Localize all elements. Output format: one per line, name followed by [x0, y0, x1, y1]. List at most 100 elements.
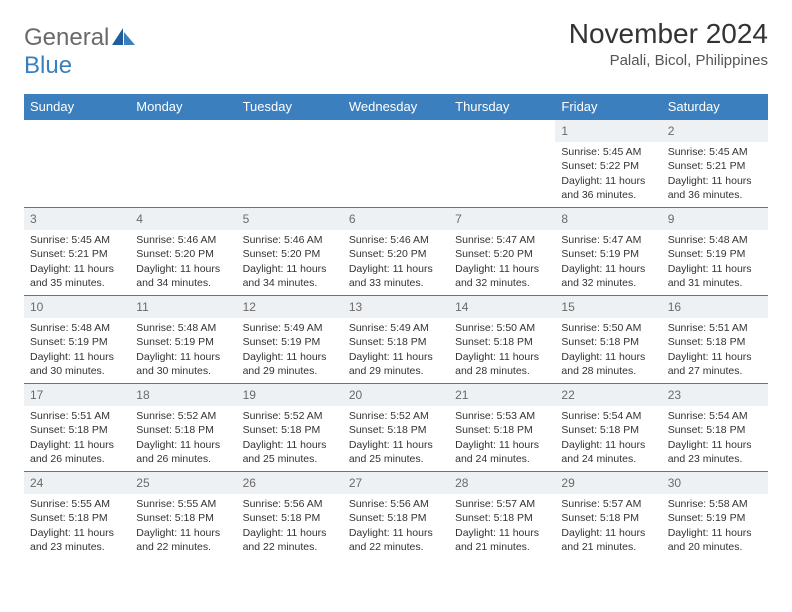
calendar-table: Sunday Monday Tuesday Wednesday Thursday…: [24, 94, 768, 560]
logo-text-general: General: [24, 24, 109, 51]
day-number: 20: [343, 384, 449, 406]
sunset-text: Sunset: 5:19 PM: [668, 247, 762, 261]
weekday-header: Thursday: [449, 94, 555, 120]
sunset-text: Sunset: 5:19 PM: [243, 335, 337, 349]
day-info: Sunrise: 5:57 AMSunset: 5:18 PMDaylight:…: [555, 494, 661, 557]
day-number: 28: [449, 472, 555, 494]
sunset-text: Sunset: 5:18 PM: [668, 335, 762, 349]
day-number: 2: [662, 120, 768, 142]
sunset-text: Sunset: 5:18 PM: [561, 335, 655, 349]
weekday-header: Friday: [555, 94, 661, 120]
sunrise-text: Sunrise: 5:52 AM: [349, 409, 443, 423]
day-number: 23: [662, 384, 768, 406]
sunrise-text: Sunrise: 5:45 AM: [561, 145, 655, 159]
day-info: Sunrise: 5:52 AMSunset: 5:18 PMDaylight:…: [343, 406, 449, 469]
sunset-text: Sunset: 5:18 PM: [136, 511, 230, 525]
sunset-text: Sunset: 5:18 PM: [349, 335, 443, 349]
daylight-text: Daylight: 11 hours and 27 minutes.: [668, 350, 762, 378]
sunset-text: Sunset: 5:18 PM: [243, 423, 337, 437]
day-info: Sunrise: 5:55 AMSunset: 5:18 PMDaylight:…: [130, 494, 236, 557]
day-info: Sunrise: 5:48 AMSunset: 5:19 PMDaylight:…: [24, 318, 130, 381]
sunset-text: Sunset: 5:18 PM: [455, 423, 549, 437]
sunrise-text: Sunrise: 5:46 AM: [349, 233, 443, 247]
sunrise-text: Sunrise: 5:54 AM: [668, 409, 762, 423]
sunset-text: Sunset: 5:18 PM: [349, 511, 443, 525]
day-info: Sunrise: 5:58 AMSunset: 5:19 PMDaylight:…: [662, 494, 768, 557]
logo: General Blue: [24, 24, 136, 80]
daylight-text: Daylight: 11 hours and 32 minutes.: [455, 262, 549, 290]
calendar-cell: 4Sunrise: 5:46 AMSunset: 5:20 PMDaylight…: [130, 208, 236, 296]
calendar-cell: 24Sunrise: 5:55 AMSunset: 5:18 PMDayligh…: [24, 472, 130, 560]
calendar-cell: 27Sunrise: 5:56 AMSunset: 5:18 PMDayligh…: [343, 472, 449, 560]
sunset-text: Sunset: 5:20 PM: [136, 247, 230, 261]
sunset-text: Sunset: 5:18 PM: [243, 511, 337, 525]
daylight-text: Daylight: 11 hours and 23 minutes.: [668, 438, 762, 466]
calendar-cell: 22Sunrise: 5:54 AMSunset: 5:18 PMDayligh…: [555, 384, 661, 472]
day-info: Sunrise: 5:47 AMSunset: 5:19 PMDaylight:…: [555, 230, 661, 293]
sunset-text: Sunset: 5:18 PM: [561, 511, 655, 525]
day-number: 7: [449, 208, 555, 230]
weekday-header: Tuesday: [237, 94, 343, 120]
calendar-cell: 15Sunrise: 5:50 AMSunset: 5:18 PMDayligh…: [555, 296, 661, 384]
calendar-cell: 18Sunrise: 5:52 AMSunset: 5:18 PMDayligh…: [130, 384, 236, 472]
calendar-cell: 10Sunrise: 5:48 AMSunset: 5:19 PMDayligh…: [24, 296, 130, 384]
calendar-cell: 29Sunrise: 5:57 AMSunset: 5:18 PMDayligh…: [555, 472, 661, 560]
daylight-text: Daylight: 11 hours and 28 minutes.: [455, 350, 549, 378]
calendar-cell: 25Sunrise: 5:55 AMSunset: 5:18 PMDayligh…: [130, 472, 236, 560]
daylight-text: Daylight: 11 hours and 36 minutes.: [668, 174, 762, 202]
calendar-cell: [237, 120, 343, 208]
day-info: Sunrise: 5:54 AMSunset: 5:18 PMDaylight:…: [555, 406, 661, 469]
daylight-text: Daylight: 11 hours and 25 minutes.: [349, 438, 443, 466]
day-number: 6: [343, 208, 449, 230]
weekday-header: Sunday: [24, 94, 130, 120]
calendar-cell: 2Sunrise: 5:45 AMSunset: 5:21 PMDaylight…: [662, 120, 768, 208]
daylight-text: Daylight: 11 hours and 25 minutes.: [243, 438, 337, 466]
daylight-text: Daylight: 11 hours and 30 minutes.: [136, 350, 230, 378]
sunrise-text: Sunrise: 5:46 AM: [136, 233, 230, 247]
day-info: Sunrise: 5:49 AMSunset: 5:18 PMDaylight:…: [343, 318, 449, 381]
day-number: 9: [662, 208, 768, 230]
weekday-header-row: Sunday Monday Tuesday Wednesday Thursday…: [24, 94, 768, 120]
sunset-text: Sunset: 5:19 PM: [561, 247, 655, 261]
day-info: Sunrise: 5:50 AMSunset: 5:18 PMDaylight:…: [555, 318, 661, 381]
calendar-cell: 23Sunrise: 5:54 AMSunset: 5:18 PMDayligh…: [662, 384, 768, 472]
sunset-text: Sunset: 5:20 PM: [243, 247, 337, 261]
day-number: 19: [237, 384, 343, 406]
sunrise-text: Sunrise: 5:52 AM: [243, 409, 337, 423]
calendar-row: 1Sunrise: 5:45 AMSunset: 5:22 PMDaylight…: [24, 120, 768, 208]
daylight-text: Daylight: 11 hours and 30 minutes.: [30, 350, 124, 378]
daylight-text: Daylight: 11 hours and 36 minutes.: [561, 174, 655, 202]
sunrise-text: Sunrise: 5:54 AM: [561, 409, 655, 423]
weekday-header: Monday: [130, 94, 236, 120]
day-number: 24: [24, 472, 130, 494]
calendar-cell: 7Sunrise: 5:47 AMSunset: 5:20 PMDaylight…: [449, 208, 555, 296]
sunset-text: Sunset: 5:21 PM: [30, 247, 124, 261]
day-info: Sunrise: 5:48 AMSunset: 5:19 PMDaylight:…: [662, 230, 768, 293]
day-number: 1: [555, 120, 661, 142]
daylight-text: Daylight: 11 hours and 28 minutes.: [561, 350, 655, 378]
daylight-text: Daylight: 11 hours and 22 minutes.: [136, 526, 230, 554]
sunset-text: Sunset: 5:18 PM: [30, 423, 124, 437]
daylight-text: Daylight: 11 hours and 21 minutes.: [455, 526, 549, 554]
sunrise-text: Sunrise: 5:56 AM: [243, 497, 337, 511]
day-info: Sunrise: 5:50 AMSunset: 5:18 PMDaylight:…: [449, 318, 555, 381]
sunset-text: Sunset: 5:20 PM: [455, 247, 549, 261]
calendar-cell: 21Sunrise: 5:53 AMSunset: 5:18 PMDayligh…: [449, 384, 555, 472]
sunrise-text: Sunrise: 5:53 AM: [455, 409, 549, 423]
calendar-cell: 28Sunrise: 5:57 AMSunset: 5:18 PMDayligh…: [449, 472, 555, 560]
sunset-text: Sunset: 5:19 PM: [136, 335, 230, 349]
daylight-text: Daylight: 11 hours and 24 minutes.: [455, 438, 549, 466]
calendar-row: 17Sunrise: 5:51 AMSunset: 5:18 PMDayligh…: [24, 384, 768, 472]
calendar-cell: [24, 120, 130, 208]
daylight-text: Daylight: 11 hours and 26 minutes.: [30, 438, 124, 466]
sunset-text: Sunset: 5:18 PM: [30, 511, 124, 525]
calendar-cell: 9Sunrise: 5:48 AMSunset: 5:19 PMDaylight…: [662, 208, 768, 296]
calendar-cell: 1Sunrise: 5:45 AMSunset: 5:22 PMDaylight…: [555, 120, 661, 208]
day-info: Sunrise: 5:45 AMSunset: 5:21 PMDaylight:…: [662, 142, 768, 205]
daylight-text: Daylight: 11 hours and 29 minutes.: [243, 350, 337, 378]
day-number: 25: [130, 472, 236, 494]
day-info: Sunrise: 5:49 AMSunset: 5:19 PMDaylight:…: [237, 318, 343, 381]
logo-sail-icon: [112, 24, 136, 52]
sunset-text: Sunset: 5:19 PM: [30, 335, 124, 349]
sunrise-text: Sunrise: 5:48 AM: [136, 321, 230, 335]
